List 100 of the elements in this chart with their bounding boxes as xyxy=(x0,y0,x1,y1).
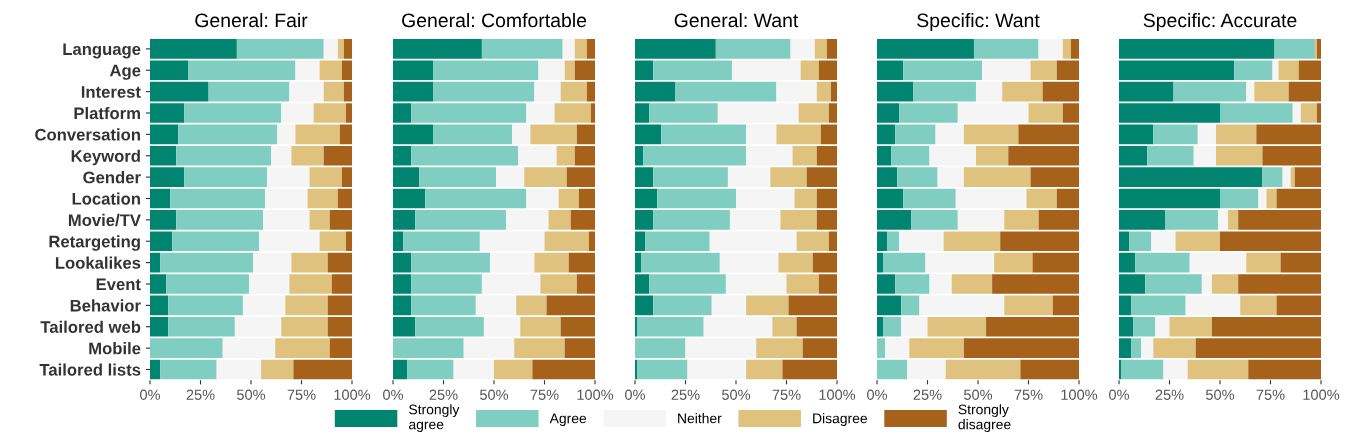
bar xyxy=(1151,231,1176,252)
bar xyxy=(925,252,995,273)
y-tick-label: Platform xyxy=(74,106,140,120)
x-tick-label: 100% xyxy=(1303,389,1340,400)
bar xyxy=(1165,210,1218,230)
x-tick-label: 100% xyxy=(577,389,614,400)
bar xyxy=(150,103,185,123)
bar xyxy=(1131,295,1186,316)
bar xyxy=(530,124,577,145)
x-tick-label: 50% xyxy=(479,389,509,400)
bar xyxy=(907,359,946,380)
bar xyxy=(150,295,169,316)
bar xyxy=(782,359,837,380)
bar xyxy=(1135,252,1190,273)
bar xyxy=(150,359,161,380)
bar xyxy=(1004,295,1053,316)
bar xyxy=(512,124,531,145)
bar xyxy=(1220,103,1293,123)
x-tick-label: 50% xyxy=(236,389,266,400)
bar xyxy=(323,39,338,59)
bar xyxy=(576,274,595,294)
bar xyxy=(1018,124,1079,145)
bar xyxy=(1276,188,1321,209)
bar xyxy=(313,103,346,123)
bar xyxy=(576,124,595,145)
bar xyxy=(150,188,171,209)
y-tick-label: Tailored web xyxy=(40,320,141,333)
y-tick-label: Age xyxy=(109,64,141,80)
bar xyxy=(1119,252,1136,273)
bar xyxy=(635,124,662,145)
bar xyxy=(1262,167,1283,187)
bar xyxy=(818,274,837,294)
chart-title: General: Fair xyxy=(195,12,308,28)
bar xyxy=(1119,359,1122,380)
bar xyxy=(877,103,900,123)
bar xyxy=(1026,188,1057,209)
bar xyxy=(828,103,837,123)
bar xyxy=(1274,39,1315,59)
bar xyxy=(635,252,642,273)
bar xyxy=(957,103,1029,123)
bar xyxy=(393,81,434,102)
bar xyxy=(1193,145,1216,166)
bar xyxy=(637,359,688,380)
bar xyxy=(746,359,783,380)
bar xyxy=(433,124,513,145)
x-tick-label: 25% xyxy=(186,389,215,400)
y-tick-label: Keyword xyxy=(71,149,140,166)
bar xyxy=(150,252,161,273)
chart-title: Specific: Accurate xyxy=(1143,12,1297,32)
bar xyxy=(957,210,1005,230)
bar xyxy=(393,103,412,123)
bar xyxy=(877,295,902,316)
bar xyxy=(261,359,294,380)
bar xyxy=(1056,188,1079,209)
legend-label: Strongly agree xyxy=(409,404,460,433)
x-tick-label: 0% xyxy=(383,389,404,400)
bar xyxy=(568,252,595,273)
x-tick-label: 75% xyxy=(1014,389,1043,400)
y-tick-label: Gender xyxy=(83,171,141,184)
bar xyxy=(1187,359,1249,380)
bar xyxy=(425,188,527,209)
bar xyxy=(812,252,837,273)
chart-title: General: Want xyxy=(674,12,799,28)
bar xyxy=(327,295,352,316)
bar xyxy=(407,359,454,380)
bar xyxy=(1147,145,1194,166)
bar xyxy=(899,103,958,123)
y-tick-label: Location xyxy=(72,192,140,205)
bar xyxy=(345,103,352,123)
bar xyxy=(1119,103,1220,123)
bar xyxy=(1119,124,1154,145)
bar xyxy=(1119,295,1132,316)
bar xyxy=(1119,274,1146,294)
bar xyxy=(546,295,595,316)
bar xyxy=(635,316,638,337)
y-tick-label: Movie/TV xyxy=(68,213,141,227)
bar xyxy=(649,103,718,123)
x-tick-label: 25% xyxy=(671,389,700,400)
y-tick-label: Interest xyxy=(81,86,141,98)
chart-title: General: Comfortable xyxy=(402,12,587,28)
bar xyxy=(1276,295,1321,316)
x-tick-label: 100% xyxy=(819,389,856,400)
legend-label: Agree xyxy=(549,413,587,427)
x-tick-label: 50% xyxy=(963,389,993,400)
bar xyxy=(1028,103,1063,123)
bar xyxy=(899,231,944,252)
legend-label: Strongly disagree xyxy=(958,404,1011,433)
bar xyxy=(393,252,412,273)
bar xyxy=(1280,252,1321,273)
bar xyxy=(1175,231,1220,252)
bar xyxy=(393,295,412,316)
bar xyxy=(1278,60,1299,81)
bar xyxy=(1062,39,1071,59)
bar xyxy=(1141,338,1154,358)
bar xyxy=(1197,124,1216,145)
bar xyxy=(150,316,169,337)
bar xyxy=(393,316,416,337)
bar xyxy=(1316,103,1321,123)
x-tick-label: 25% xyxy=(913,389,942,400)
bar xyxy=(1238,274,1321,294)
